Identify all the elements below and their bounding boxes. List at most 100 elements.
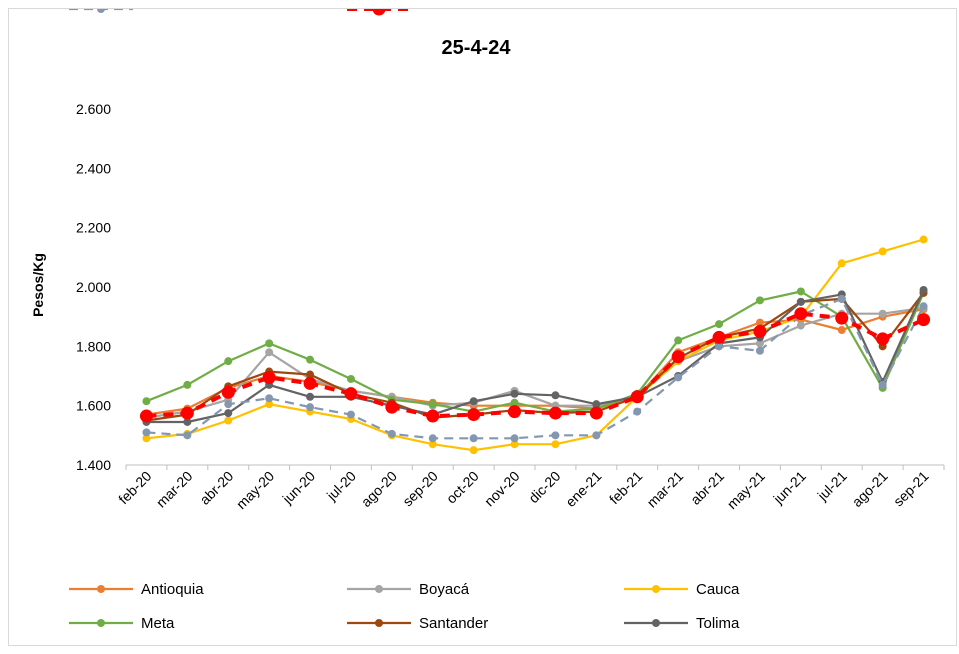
data-point [467, 408, 481, 422]
data-point [224, 416, 233, 425]
data-point [180, 406, 194, 420]
data-point [265, 394, 274, 403]
data-point [306, 403, 315, 412]
data-point [265, 400, 274, 409]
x-tick-label: ago-20 [358, 468, 400, 510]
legend-swatch-marker [97, 619, 105, 627]
data-point [876, 332, 890, 346]
data-point [551, 431, 560, 440]
x-tick-label: dic-20 [525, 468, 563, 506]
data-point [755, 339, 764, 348]
data-point [428, 400, 437, 409]
data-point [919, 285, 928, 294]
y-tick-label: 2.200 [76, 220, 111, 236]
legend-item: Total Nacional [347, 0, 513, 16]
y-tick-label: 2.400 [76, 160, 111, 176]
data-point [510, 389, 519, 398]
data-point [428, 434, 437, 443]
x-tick-label: jul-20 [323, 468, 359, 504]
data-point [346, 410, 355, 419]
x-tick-label: abr-20 [196, 468, 236, 508]
x-tick-label: may-21 [724, 468, 768, 512]
x-tick-label: may-20 [233, 468, 277, 512]
x-tick-label: jun-20 [279, 468, 319, 508]
data-point [510, 440, 519, 449]
x-tick-label: nov-20 [481, 468, 523, 510]
series-layer [139, 235, 931, 455]
data-point [469, 446, 478, 455]
legend: Antioquia Boyacá Cauca Meta Santander Tolima V… [69, 0, 740, 632]
legend-label: Boyacá [419, 581, 470, 598]
legend-swatch-marker [97, 585, 105, 593]
data-point [878, 247, 887, 256]
data-point [755, 346, 764, 355]
series-valle-del-cauca [142, 294, 928, 443]
x-tick-label: jun-21 [769, 468, 809, 508]
series-line [146, 238, 924, 452]
data-point [837, 326, 846, 335]
data-point [265, 348, 274, 357]
x-tick-label: ago-21 [849, 468, 891, 510]
y-axis-label: Pesos/Kg [30, 253, 46, 317]
data-point [344, 387, 358, 401]
data-point [753, 325, 767, 338]
data-point [510, 434, 519, 443]
data-point [715, 320, 724, 329]
data-point [385, 400, 399, 414]
series-line [146, 289, 925, 424]
y-tick-label: 2.600 [76, 101, 111, 117]
data-point [142, 434, 151, 443]
chart-title: 25-4-24 [442, 37, 512, 59]
series-line [145, 290, 925, 413]
data-point [878, 380, 887, 389]
data-point [589, 406, 603, 420]
data-point [142, 397, 151, 406]
data-point [183, 431, 192, 440]
data-point [630, 390, 644, 404]
legend-label: Cauca [696, 581, 740, 598]
data-point [755, 296, 764, 305]
data-point [428, 440, 437, 449]
data-point [265, 339, 274, 348]
data-point [919, 302, 928, 311]
x-tick-label: sep-21 [890, 468, 932, 510]
data-point [387, 429, 396, 438]
data-point [548, 406, 562, 420]
x-tick-label: feb-21 [606, 468, 646, 508]
x-tick-label: oct-20 [443, 468, 482, 507]
series-line [146, 311, 925, 419]
data-point [221, 385, 235, 399]
data-point [469, 434, 478, 443]
data-point [306, 370, 315, 379]
x-tick-label: mar-21 [644, 468, 687, 511]
y-tick-label: 2.000 [76, 279, 111, 295]
series-santander [142, 288, 928, 425]
legend-item: Antioquia [69, 581, 204, 598]
legend-label: Meta [141, 615, 175, 632]
legend-label: Total Nacional [419, 9, 513, 13]
data-point [837, 294, 846, 303]
legend-item: Cauca [624, 581, 740, 598]
data-point [592, 400, 601, 409]
data-point [224, 409, 233, 418]
data-point [426, 409, 440, 423]
data-point [139, 409, 153, 423]
data-point [224, 400, 233, 409]
series-line [146, 306, 924, 419]
data-point [794, 307, 808, 321]
data-point [346, 374, 355, 383]
legend-swatch-marker [375, 619, 383, 627]
x-tick-label: ene-21 [562, 468, 604, 510]
series-line [146, 297, 925, 440]
data-point [592, 431, 601, 440]
legend-swatch-marker [652, 619, 660, 627]
data-point [469, 397, 478, 406]
chart-frame: 25-4-24 Pesos/Kg 1.400 1.600 1.800 2.000 2.2… [8, 0, 957, 646]
y-tick-label: 1.800 [76, 338, 111, 354]
data-point [303, 376, 317, 390]
data-point [674, 373, 683, 382]
data-point [224, 357, 233, 366]
legend-label: Valle del Cauca [141, 9, 246, 13]
data-point [508, 405, 522, 419]
data-point [835, 311, 849, 325]
